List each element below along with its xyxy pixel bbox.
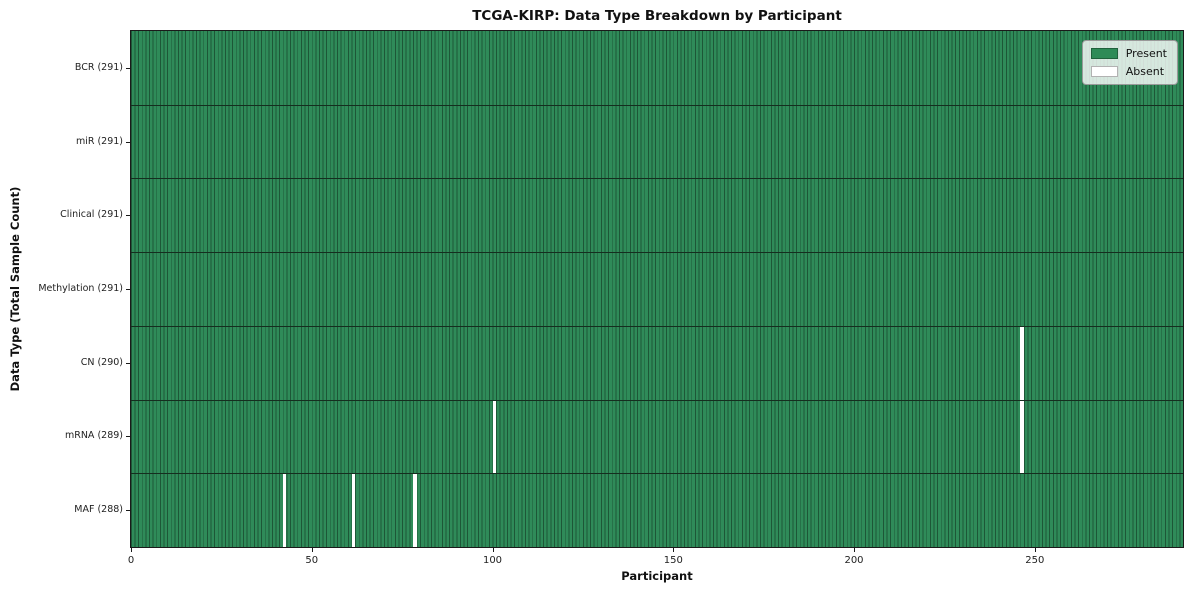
x-tick-label: 150 [663, 555, 683, 566]
x-tick-label: 0 [127, 555, 135, 566]
present-swatch-icon [1090, 48, 1118, 59]
y-tick-mark [126, 67, 130, 69]
absent-marker [492, 399, 497, 474]
legend-label-absent: Absent [1125, 65, 1165, 78]
x-tick-mark [673, 548, 675, 552]
row-separator [131, 399, 1183, 401]
x-axis-label: Participant [621, 569, 693, 583]
x-tick-label: 50 [305, 555, 319, 566]
absent-marker [1020, 325, 1024, 400]
y-tick-label: miR (291) [75, 135, 123, 147]
y-tick-mark [126, 436, 130, 438]
y-tick-mark [126, 362, 130, 364]
row-separator [131, 473, 1183, 475]
plot-area: Present Absent [130, 30, 1184, 548]
y-tick-label: BCR (291) [74, 61, 123, 73]
y-tick-mark [126, 510, 130, 512]
x-tick-label: 100 [482, 555, 503, 566]
absent-swatch-icon [1090, 66, 1118, 77]
row-separator [131, 104, 1183, 106]
y-tick-label: CN (290) [80, 356, 123, 368]
y-tick-label: Clinical (291) [60, 209, 123, 221]
y-tick-label: mRNA (289) [64, 430, 123, 442]
y-tick-mark [126, 289, 130, 290]
x-tick-mark [1034, 548, 1036, 552]
row-separator [131, 178, 1183, 180]
absent-marker [1020, 399, 1024, 474]
x-tick-mark [854, 548, 855, 552]
legend-item-present: Present [1090, 47, 1167, 60]
x-tick-label: 200 [844, 555, 864, 566]
x-tick-mark [492, 548, 494, 552]
row-separator [131, 252, 1183, 254]
absent-marker [351, 473, 356, 547]
y-tick-label: MAF (288) [74, 504, 123, 516]
y-tick-mark [126, 141, 130, 143]
y-tick-label: Methylation (291) [38, 283, 123, 294]
legend: Present Absent [1081, 40, 1178, 85]
row-separator [131, 325, 1183, 327]
x-tick-mark [131, 548, 132, 552]
absent-marker [412, 473, 417, 547]
chart-title: TCGA-KIRP: Data Type Breakdown by Partic… [472, 8, 842, 24]
y-tick-mark [126, 215, 130, 217]
absent-marker [282, 473, 287, 547]
legend-item-absent: Absent [1090, 65, 1167, 78]
x-tick-label: 250 [1025, 555, 1045, 566]
x-tick-mark [311, 548, 313, 552]
legend-label-present: Present [1125, 47, 1167, 60]
